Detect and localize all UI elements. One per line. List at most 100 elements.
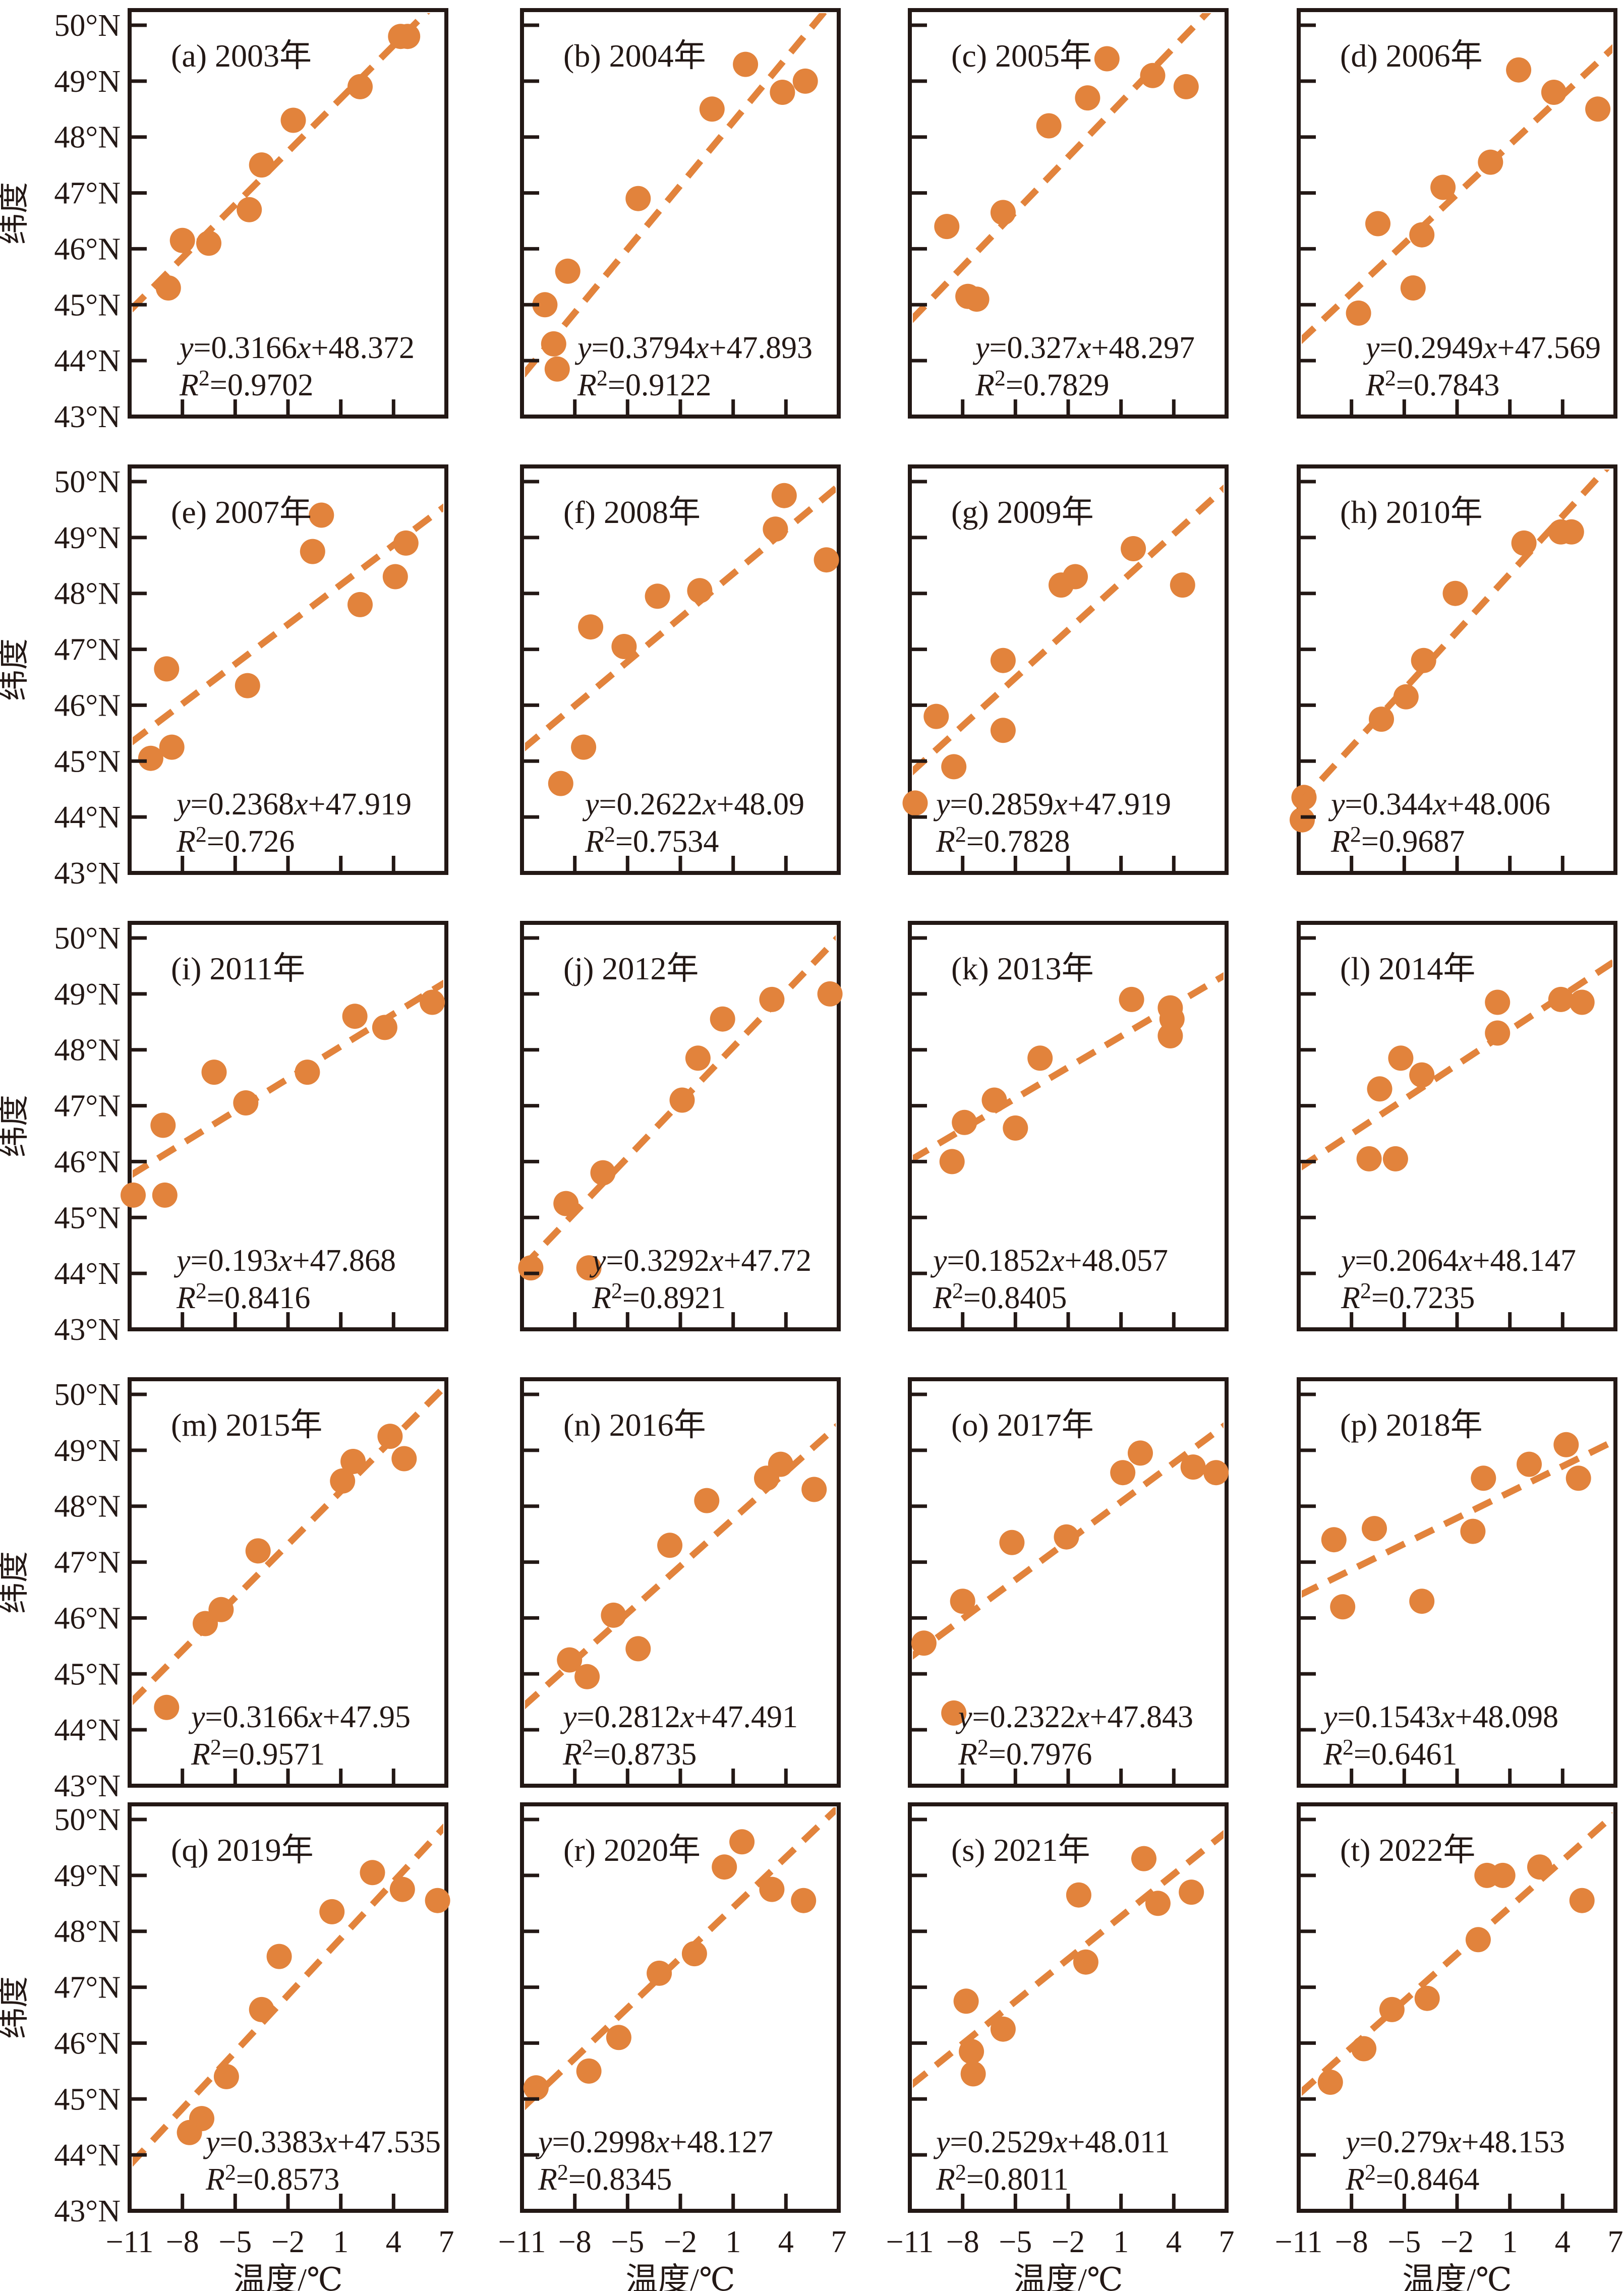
data-point bbox=[1411, 648, 1436, 673]
plot-frame bbox=[128, 464, 448, 875]
data-point bbox=[801, 1477, 827, 1502]
data-point bbox=[532, 292, 558, 318]
trend-line bbox=[525, 13, 828, 378]
panel-title: (q) 2019年 bbox=[171, 1832, 314, 1868]
data-point bbox=[952, 1109, 977, 1135]
data-point bbox=[1382, 1146, 1408, 1171]
y-tick-label: 46°N bbox=[54, 1145, 121, 1179]
data-point bbox=[1414, 1985, 1440, 2011]
data-point bbox=[645, 583, 670, 609]
x-axis-title: 温度/℃ bbox=[1013, 2262, 1123, 2291]
y-tick-label: 48°N bbox=[54, 577, 121, 611]
data-point bbox=[1173, 74, 1199, 99]
data-point bbox=[1179, 1879, 1204, 1905]
data-point bbox=[712, 1854, 737, 1880]
data-point bbox=[1558, 519, 1584, 545]
data-point bbox=[950, 1589, 975, 1614]
y-tick-label: 48°N bbox=[54, 1915, 121, 1949]
data-point bbox=[710, 1006, 735, 1032]
data-point bbox=[814, 547, 839, 573]
data-point bbox=[1362, 1516, 1387, 1542]
plot-frame bbox=[1297, 8, 1617, 419]
data-point bbox=[1290, 807, 1315, 833]
trend-line bbox=[913, 972, 1224, 1163]
data-point bbox=[1460, 1518, 1486, 1544]
y-tick-label: 46°N bbox=[54, 232, 121, 266]
data-point bbox=[990, 718, 1016, 743]
data-point bbox=[389, 1876, 415, 1902]
r-squared-label: R2=0.7843 bbox=[1365, 366, 1499, 402]
trend-line bbox=[525, 1423, 836, 1710]
y-tick-label: 49°N bbox=[54, 1859, 121, 1893]
y-tick-label: 47°N bbox=[54, 1089, 121, 1124]
plot-frame bbox=[520, 8, 841, 419]
data-point bbox=[245, 1538, 271, 1564]
data-point bbox=[934, 214, 960, 240]
data-point bbox=[1203, 1460, 1229, 1486]
data-point bbox=[159, 734, 185, 760]
x-tick-label: 1 bbox=[725, 2225, 741, 2259]
r-squared-label: R2=0.8735 bbox=[562, 1735, 697, 1772]
data-point bbox=[792, 68, 818, 94]
r-squared-label: R2=0.6461 bbox=[1323, 1735, 1457, 1772]
data-point bbox=[1027, 1045, 1053, 1071]
equation-label: y=0.3166x+47.95 bbox=[188, 1700, 411, 1734]
panel-title: (l) 2014年 bbox=[1340, 951, 1475, 986]
y-tick-label: 44°N bbox=[54, 800, 121, 835]
data-point bbox=[1548, 986, 1574, 1012]
y-tick-label: 45°N bbox=[54, 288, 121, 322]
x-tick-label: −2 bbox=[1440, 2225, 1474, 2259]
data-point bbox=[953, 1988, 979, 2014]
trend-line bbox=[913, 484, 1224, 776]
panel-title: (r) 2020年 bbox=[563, 1832, 701, 1868]
trend-line bbox=[1302, 44, 1612, 344]
panel-title: (i) 2011年 bbox=[171, 951, 305, 986]
panel-title: (o) 2017年 bbox=[951, 1407, 1094, 1443]
panel-title: (j) 2012年 bbox=[563, 951, 699, 986]
y-tick-label: 44°N bbox=[54, 344, 121, 378]
data-point bbox=[377, 1424, 403, 1449]
x-tick-label: −2 bbox=[664, 2225, 697, 2259]
data-point bbox=[1140, 63, 1166, 88]
data-point bbox=[1119, 986, 1144, 1012]
equation-label: y=0.2622x+48.09 bbox=[582, 787, 804, 821]
y-tick-label: 47°N bbox=[54, 633, 121, 667]
data-point bbox=[347, 74, 373, 99]
x-tick-label: 1 bbox=[1502, 2225, 1518, 2259]
data-point bbox=[606, 2025, 631, 2050]
data-point bbox=[1409, 1062, 1435, 1088]
data-point bbox=[1317, 2070, 1343, 2095]
x-tick-label: −5 bbox=[1387, 2225, 1421, 2259]
data-point bbox=[601, 1602, 626, 1628]
r-squared-label: R2=0.7976 bbox=[958, 1735, 1092, 1772]
y-tick-label: 48°N bbox=[54, 1490, 121, 1524]
panel-title: (p) 2018年 bbox=[1340, 1407, 1483, 1443]
data-point bbox=[340, 1449, 366, 1474]
equation-label: y=0.327x+48.297 bbox=[972, 331, 1195, 365]
equation-label: y=0.2949x+47.569 bbox=[1363, 331, 1601, 365]
y-tick-label: 44°N bbox=[54, 1257, 121, 1291]
data-point bbox=[964, 286, 990, 312]
data-point bbox=[1553, 1432, 1579, 1457]
data-point bbox=[729, 1829, 755, 1855]
x-tick-label: −2 bbox=[1052, 2225, 1085, 2259]
data-point bbox=[1110, 1460, 1136, 1486]
data-point bbox=[201, 1060, 227, 1085]
y-axis-title: 纬度 bbox=[0, 1551, 31, 1614]
plot-frame bbox=[520, 1377, 841, 1788]
data-point bbox=[611, 634, 637, 659]
data-point bbox=[154, 1694, 180, 1720]
data-point bbox=[1506, 57, 1532, 83]
data-point bbox=[1388, 1045, 1414, 1071]
data-point bbox=[1036, 113, 1062, 139]
x-tick-label: 4 bbox=[1555, 2225, 1571, 2259]
data-point bbox=[647, 1960, 672, 1986]
data-point bbox=[391, 1446, 417, 1472]
